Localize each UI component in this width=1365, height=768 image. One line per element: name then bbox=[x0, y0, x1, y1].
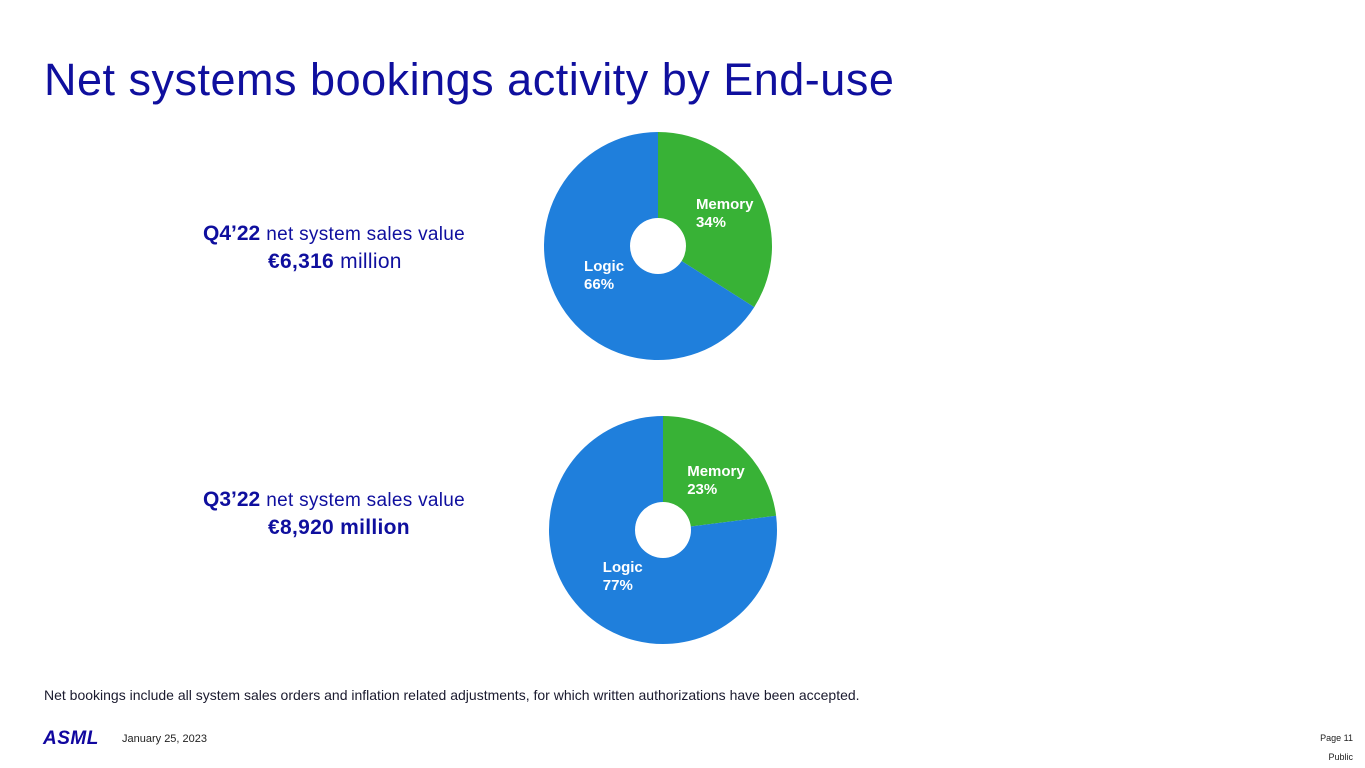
pie-slice-memory bbox=[658, 132, 772, 308]
slice-value-label: 77% bbox=[603, 577, 633, 594]
sales-value-unit: million bbox=[334, 516, 410, 539]
footnote: Net bookings include all system sales or… bbox=[44, 687, 860, 703]
asml-logo: ASML bbox=[43, 728, 99, 749]
sales-value: €8,920 bbox=[268, 516, 335, 539]
pie-center-hole bbox=[635, 502, 691, 558]
period-label: Q4’22 bbox=[203, 222, 261, 245]
slice-name-label: Memory bbox=[696, 196, 754, 213]
slice-name-label: Memory bbox=[687, 463, 745, 480]
chart-label-q3: Q3’22 net system sales value €8,920 milli… bbox=[203, 488, 465, 540]
slice-value-label: 34% bbox=[696, 214, 726, 231]
pie-center-hole bbox=[630, 218, 686, 274]
slice-value-label: 66% bbox=[584, 276, 614, 293]
chart-label-q4: Q4’22 net system sales value €6,316 milli… bbox=[203, 222, 465, 274]
period-label: Q3’22 bbox=[203, 488, 261, 511]
slice-value-label: 23% bbox=[687, 481, 717, 498]
period-description: net system sales value bbox=[266, 224, 466, 245]
slide-date: January 25, 2023 bbox=[122, 733, 208, 745]
slice-name-label: Logic bbox=[584, 258, 624, 275]
pie-slice-memory bbox=[663, 416, 777, 530]
period-description: net system sales value bbox=[266, 490, 466, 511]
slice-name-label: Logic bbox=[603, 559, 643, 576]
classification-label: Public bbox=[1328, 752, 1353, 762]
page-number: Page 11 bbox=[1320, 733, 1353, 743]
sales-value-unit: million bbox=[334, 250, 402, 273]
page-title: Net systems bookings activity by End-use bbox=[44, 54, 895, 105]
sales-value: €6,316 bbox=[268, 250, 335, 273]
